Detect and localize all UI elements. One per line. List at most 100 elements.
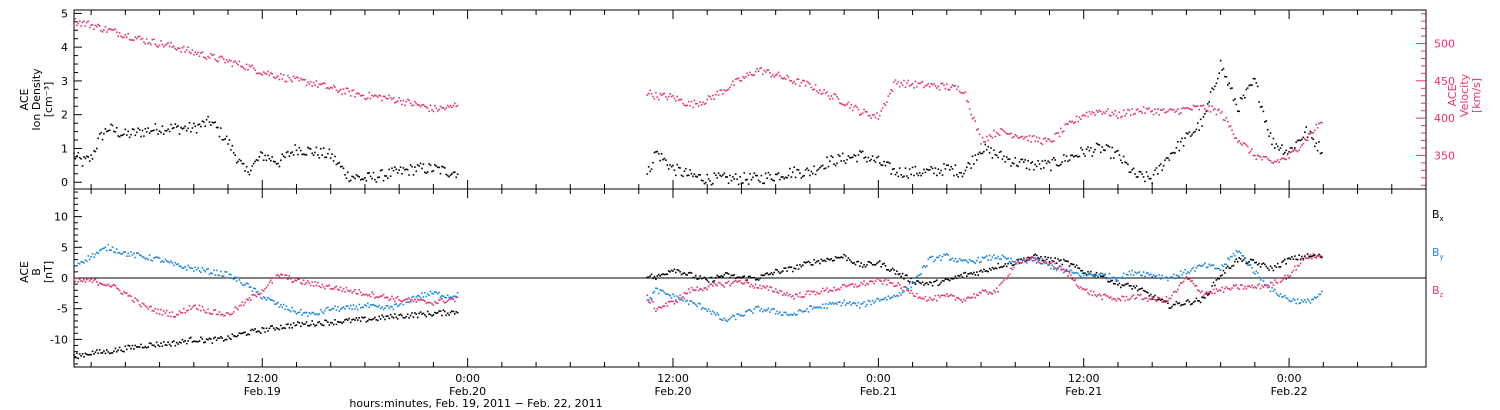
by-point	[1275, 292, 1278, 295]
velocity-point	[1162, 108, 1165, 110]
bz-point	[165, 309, 168, 312]
velocity-point	[1044, 137, 1046, 139]
velocity-point	[1015, 135, 1018, 137]
density-point	[267, 154, 269, 157]
by-point	[1005, 258, 1008, 260]
density-point	[859, 150, 861, 152]
bz-point	[317, 281, 319, 284]
density-point	[931, 167, 934, 170]
velocity-point	[665, 96, 667, 98]
density-point	[1091, 155, 1094, 157]
bz-point	[1050, 262, 1052, 264]
by-point	[950, 258, 952, 261]
bz-point	[1291, 271, 1293, 274]
density-point	[258, 156, 261, 158]
velocity-point	[124, 34, 127, 36]
by-point	[723, 317, 726, 320]
by-point	[767, 307, 770, 310]
velocity-point	[1018, 137, 1021, 139]
bz-point	[918, 296, 921, 298]
by-point	[988, 254, 991, 257]
bz-point	[318, 285, 321, 287]
bz-point	[720, 283, 723, 286]
by-point	[126, 255, 128, 257]
by-point	[143, 256, 145, 259]
density-point	[381, 169, 383, 171]
bz-point	[861, 283, 864, 285]
density-point	[1238, 110, 1240, 113]
density-point	[1094, 148, 1096, 151]
bz-point	[920, 297, 922, 300]
velocity-point	[438, 108, 440, 111]
by-point	[716, 312, 718, 314]
by-point	[1192, 266, 1195, 269]
bz-point	[1208, 291, 1210, 293]
density-point	[1165, 157, 1168, 159]
density-point	[1092, 151, 1095, 153]
by-point	[406, 298, 409, 301]
density-point	[314, 151, 316, 154]
bx-point	[1138, 288, 1141, 290]
density-point	[298, 146, 301, 149]
velocity-point	[983, 140, 985, 143]
bx-point	[338, 321, 341, 323]
bx-point	[1172, 303, 1175, 306]
velocity-point	[100, 29, 102, 32]
velocity-point	[987, 139, 989, 142]
density-point	[318, 157, 321, 159]
bz-point	[926, 300, 928, 302]
bz-point	[1091, 294, 1094, 297]
bz-point	[1254, 286, 1256, 288]
bx-point	[813, 259, 815, 261]
by-point	[1165, 276, 1168, 278]
velocity-point	[406, 98, 409, 101]
density-point	[750, 178, 753, 181]
by-point	[90, 256, 92, 258]
bx-point	[829, 259, 831, 261]
bz-point	[954, 299, 957, 301]
bx-point	[1218, 277, 1220, 280]
bz-point	[1057, 267, 1059, 270]
velocity-point	[1087, 115, 1089, 118]
density-point	[387, 177, 389, 179]
bx-point	[365, 321, 368, 323]
bz-point	[866, 282, 868, 285]
velocity-point	[181, 47, 184, 49]
velocity-point	[759, 67, 761, 70]
bx-point	[337, 320, 339, 323]
velocity-point	[796, 78, 798, 80]
velocity-point	[302, 78, 305, 81]
bx-point	[151, 344, 154, 346]
density-point	[655, 151, 657, 153]
by-point	[907, 288, 910, 290]
density-point	[693, 173, 696, 175]
by-point	[147, 258, 149, 261]
by-point	[277, 301, 279, 304]
velocity-point	[1312, 132, 1315, 134]
density-point	[305, 154, 308, 156]
density-point	[203, 121, 205, 123]
bz-point	[1162, 299, 1165, 302]
density-point	[1258, 101, 1260, 103]
density-point	[221, 139, 224, 141]
velocity-point	[382, 95, 385, 98]
by-point	[127, 252, 129, 255]
by-point	[901, 291, 904, 294]
bx-point	[113, 350, 115, 352]
velocity-point	[877, 118, 880, 120]
velocity-point	[396, 100, 399, 102]
velocity-point	[1112, 113, 1115, 115]
by-point	[764, 310, 767, 312]
bx-point	[706, 279, 708, 282]
by-point	[1110, 277, 1112, 280]
bz-point	[257, 293, 259, 295]
velocity-point	[314, 84, 316, 86]
by-point	[294, 311, 296, 313]
by-point	[966, 260, 968, 263]
velocity-point	[121, 36, 124, 39]
b-tick-label: 0	[61, 272, 68, 285]
bz-point	[1150, 298, 1152, 301]
by-point	[1201, 265, 1203, 268]
bx-point	[1058, 260, 1061, 262]
velocity-point	[241, 65, 244, 68]
